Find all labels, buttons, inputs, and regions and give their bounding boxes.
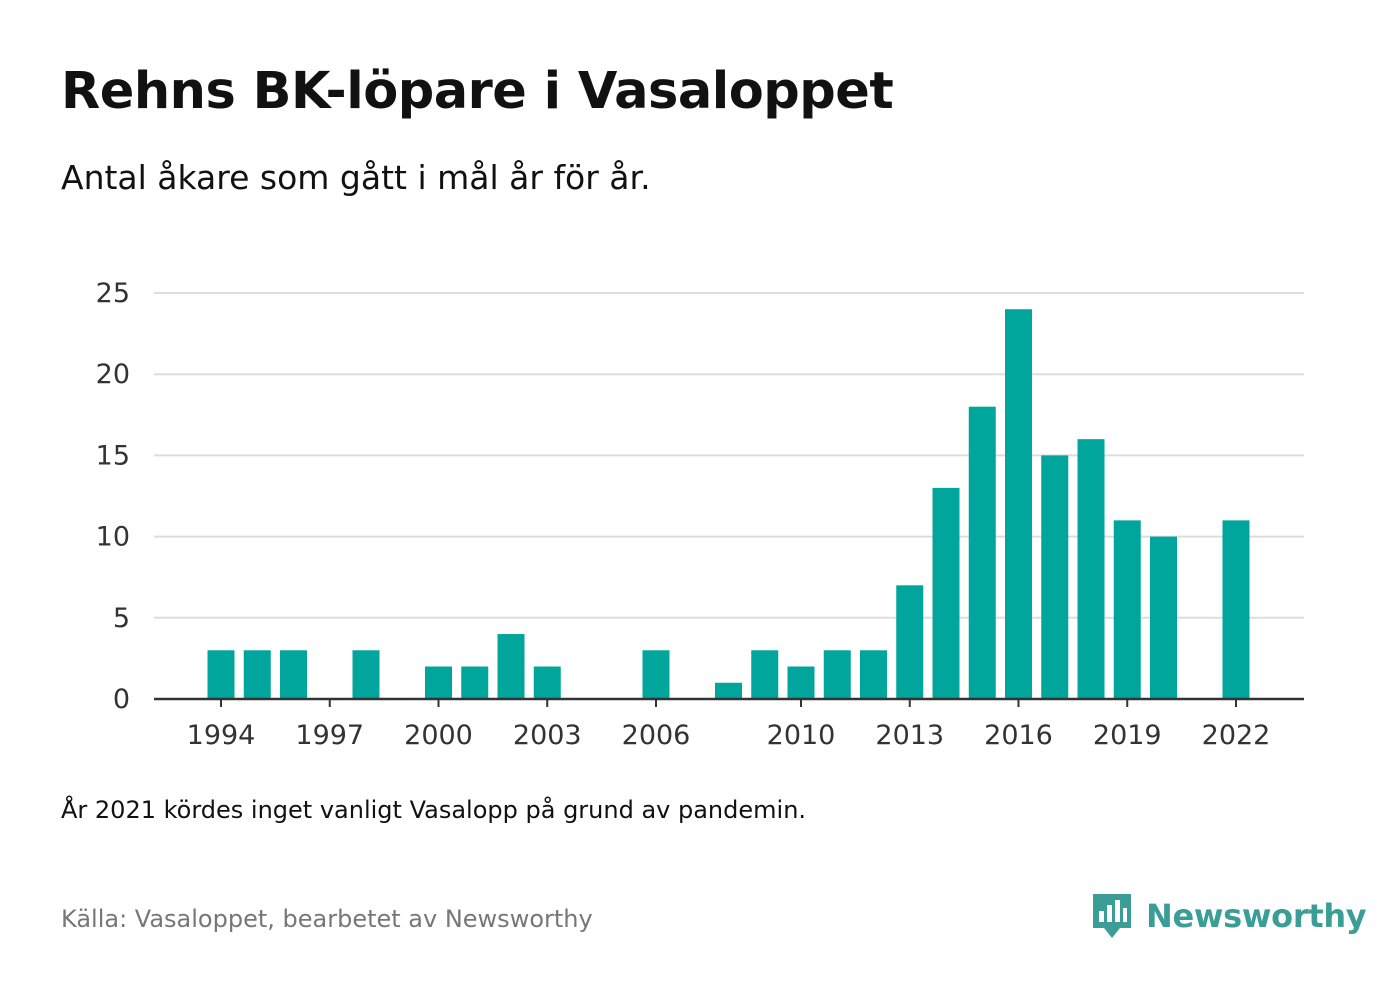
bar-2018 <box>1077 439 1105 699</box>
bar-2000 <box>425 666 452 699</box>
bars <box>207 309 1250 699</box>
x-tick-label: 2003 <box>513 720 582 751</box>
bar-2012 <box>860 650 887 699</box>
bar-2016 <box>1005 309 1032 699</box>
newsworthy-logo: Newsworthy <box>1090 890 1367 942</box>
bar-2009 <box>751 650 779 699</box>
bar-2020 <box>1150 536 1177 699</box>
footnote: År 2021 kördes inget vanligt Vasalopp på… <box>61 796 807 824</box>
bar-1998 <box>352 650 380 699</box>
y-tick-label: 25 <box>96 278 130 309</box>
x-tick-label: 2016 <box>984 720 1053 751</box>
y-tick-label: 10 <box>96 522 130 553</box>
x-tick-label: 2019 <box>1093 720 1162 751</box>
bar-1994 <box>207 650 235 699</box>
bar-2019 <box>1113 520 1141 699</box>
chart-title: Rehns BK-löpare i Vasaloppet <box>61 62 894 121</box>
y-tick-label: 20 <box>96 359 130 390</box>
bar-2008 <box>715 682 742 699</box>
bar-chart: 0 5 10 15 20 25 1994 1997 2000 2003 2006 2010 2013 20… <box>96 278 1304 751</box>
bar-2006 <box>642 650 670 699</box>
bar-1996 <box>280 650 307 699</box>
bar-1995 <box>243 650 271 699</box>
bar-2015 <box>968 406 996 699</box>
bar-2001 <box>461 666 489 699</box>
bar-2002 <box>497 634 525 699</box>
bar-2014 <box>932 487 960 699</box>
x-tick-label: 1997 <box>295 720 364 751</box>
bar-2017 <box>1041 455 1069 699</box>
logo-text: Newsworthy <box>1146 897 1367 935</box>
axes: 0 5 10 15 20 25 1994 1997 2000 2003 2006 2010 2013 20… <box>96 278 1304 751</box>
y-tick-label: 15 <box>96 440 130 471</box>
x-tick-label: 2006 <box>622 720 691 751</box>
x-tick-label: 2013 <box>875 720 944 751</box>
bar-2022 <box>1222 520 1250 699</box>
newsworthy-logo-icon <box>1093 894 1131 938</box>
x-tick-label: 2010 <box>767 720 836 751</box>
bar-2003 <box>533 666 561 699</box>
source-text: Källa: Vasaloppet, bearbetet av Newswort… <box>61 905 593 933</box>
x-tick-label: 2022 <box>1202 720 1271 751</box>
chart-subtitle: Antal åkare som gått i mål år för år. <box>61 158 651 197</box>
gridlines <box>154 292 1304 619</box>
y-tick-label: 0 <box>113 684 130 715</box>
bar-2013 <box>896 585 924 699</box>
y-tick-label: 5 <box>113 603 130 634</box>
x-tick-label: 2000 <box>404 720 473 751</box>
bar-2011 <box>823 650 851 699</box>
x-tick-label: 1994 <box>187 720 256 751</box>
bar-2010 <box>787 666 815 699</box>
